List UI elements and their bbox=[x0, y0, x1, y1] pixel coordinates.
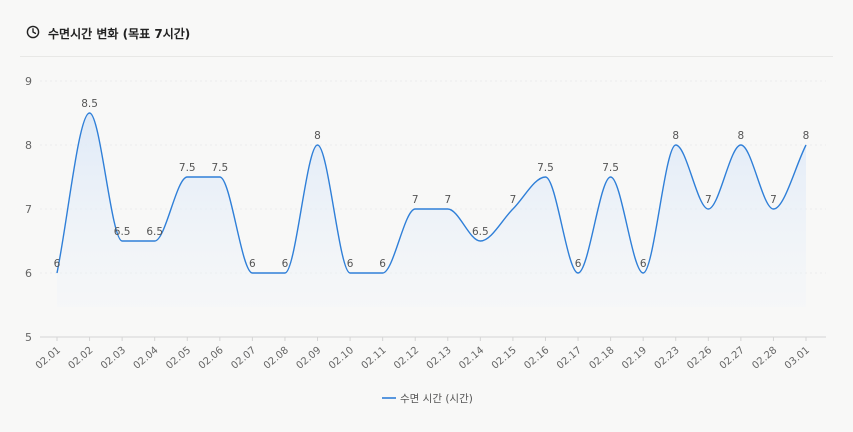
y-tick-label: 5 bbox=[25, 331, 32, 344]
data-label: 6 bbox=[54, 258, 61, 270]
x-axis-ticks: 02.01 02.02 02.03 02.04 02.05 02.06 02.07 02.08… bbox=[34, 337, 812, 372]
data-label: 6 bbox=[575, 258, 582, 270]
x-tick-label: 02.12 bbox=[392, 345, 421, 372]
data-label: 8 bbox=[738, 130, 745, 142]
data-label: 8 bbox=[672, 130, 679, 142]
chart-header: 수면시간 변화 (목표 7시간) bbox=[20, 18, 833, 57]
x-tick-label: 02.17 bbox=[555, 345, 584, 372]
data-label: 6 bbox=[249, 258, 256, 270]
data-label: 8.5 bbox=[81, 98, 98, 110]
series-line-path bbox=[56, 112, 807, 274]
y-tick-label: 8 bbox=[25, 139, 32, 152]
data-label: 8 bbox=[803, 130, 810, 142]
x-tick-label: 02.06 bbox=[197, 345, 226, 372]
data-label: 6 bbox=[640, 258, 647, 270]
data-label: 7 bbox=[412, 194, 419, 206]
x-tick-label: 03.01 bbox=[783, 345, 812, 372]
legend-label: 수면 시간 (시간) bbox=[400, 393, 473, 405]
data-label: 6.5 bbox=[146, 226, 163, 238]
y-axis-ticks: 5 6 7 8 9 bbox=[25, 75, 32, 344]
legend[interactable]: 수면 시간 (시간) bbox=[382, 393, 473, 405]
x-tick-label: 02.19 bbox=[620, 345, 649, 372]
x-tick-label: 02.14 bbox=[457, 345, 486, 372]
data-label: 6.5 bbox=[114, 226, 131, 238]
chart-title: 수면시간 변화 (목표 7시간) bbox=[48, 26, 191, 41]
x-tick-label: 02.27 bbox=[718, 345, 747, 372]
x-tick-label: 02.09 bbox=[294, 345, 323, 372]
x-tick-label: 02.23 bbox=[653, 345, 682, 372]
x-tick-label: 02.08 bbox=[262, 345, 291, 372]
data-label: 6 bbox=[282, 258, 289, 270]
y-tick-label: 9 bbox=[25, 75, 32, 88]
y-tick-label: 7 bbox=[25, 203, 32, 216]
x-tick-label: 02.11 bbox=[360, 345, 389, 372]
data-label: 7 bbox=[444, 194, 451, 206]
y-tick-label: 6 bbox=[25, 267, 32, 280]
x-tick-label: 02.15 bbox=[490, 345, 519, 372]
series-area bbox=[57, 113, 806, 307]
data-label: 8 bbox=[314, 130, 321, 142]
x-tick-label: 02.18 bbox=[588, 345, 617, 372]
x-tick-label: 02.01 bbox=[34, 345, 63, 372]
data-label: 7 bbox=[770, 194, 777, 206]
x-tick-label: 02.28 bbox=[750, 345, 779, 372]
x-tick-label: 02.05 bbox=[164, 345, 193, 372]
data-label: 6 bbox=[347, 258, 354, 270]
data-label: 6 bbox=[379, 258, 386, 270]
x-tick-label: 02.26 bbox=[685, 345, 714, 372]
x-tick-label: 02.03 bbox=[99, 345, 128, 372]
data-label: 7.5 bbox=[179, 162, 196, 174]
x-tick-label: 02.07 bbox=[229, 345, 258, 372]
data-label: 7 bbox=[705, 194, 712, 206]
data-label: 7.5 bbox=[537, 162, 554, 174]
data-label: 7.5 bbox=[602, 162, 619, 174]
data-label: 6.5 bbox=[472, 226, 489, 238]
clock-icon bbox=[26, 25, 42, 41]
area-fill bbox=[57, 113, 806, 307]
x-tick-label: 02.10 bbox=[327, 345, 356, 372]
x-tick-label: 02.02 bbox=[66, 345, 95, 372]
x-tick-label: 02.04 bbox=[132, 345, 161, 372]
series-line bbox=[56, 112, 807, 274]
data-label: 7 bbox=[510, 194, 517, 206]
data-label: 7.5 bbox=[211, 162, 228, 174]
data-labels: 6 8.5 6.5 6.5 7.5 7.5 6 6 8 6 6 7 7 6.5 7 7.5 6 7.5 6 8 7 8 7 8 bbox=[54, 98, 810, 270]
x-tick-label: 02.16 bbox=[522, 345, 551, 372]
x-tick-label: 02.13 bbox=[425, 345, 454, 372]
